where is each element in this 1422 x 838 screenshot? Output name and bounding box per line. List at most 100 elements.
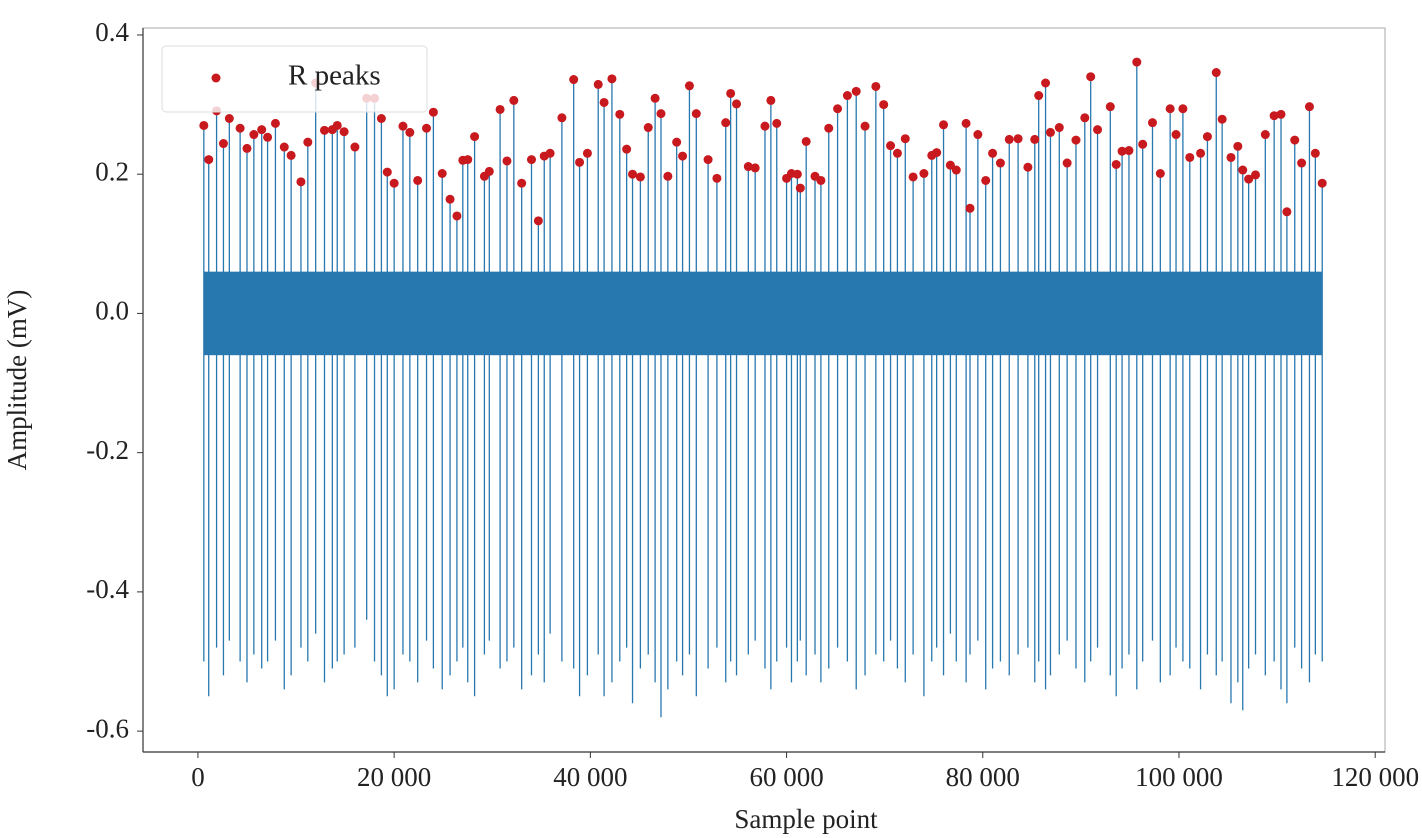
r-peak bbox=[224, 114, 234, 123]
r-peak bbox=[428, 107, 438, 117]
r-peak bbox=[463, 155, 473, 165]
plot-frame bbox=[142, 27, 1386, 753]
r-peak bbox=[599, 97, 609, 107]
x-tick-label: 40 000 bbox=[553, 762, 627, 792]
r-peak bbox=[684, 81, 694, 91]
r-peak bbox=[582, 148, 592, 158]
r-peak bbox=[951, 165, 961, 175]
r-peak bbox=[1269, 111, 1279, 121]
r-peak bbox=[833, 104, 843, 114]
r-peak bbox=[919, 168, 929, 178]
r-peak bbox=[726, 88, 736, 98]
r-peak bbox=[1196, 148, 1206, 158]
r-peak bbox=[1178, 104, 1188, 114]
r-peak bbox=[517, 178, 527, 188]
x-tick-label: 60 000 bbox=[749, 762, 823, 792]
r-peak bbox=[1105, 102, 1115, 112]
x-tick-label: 80 000 bbox=[946, 762, 1020, 792]
r-peak bbox=[615, 109, 625, 119]
x-tick-label: 20 000 bbox=[357, 762, 431, 792]
r-peak bbox=[270, 118, 280, 128]
r-peak bbox=[1034, 91, 1044, 101]
r-peak bbox=[672, 137, 682, 147]
r-peak bbox=[376, 114, 386, 123]
r-peak bbox=[593, 79, 603, 89]
r-peak bbox=[257, 125, 267, 135]
r-peak bbox=[382, 167, 392, 177]
r-peak bbox=[824, 123, 834, 133]
r-peak bbox=[628, 169, 638, 179]
r-peak bbox=[1062, 158, 1072, 168]
r-peak bbox=[413, 175, 423, 185]
r-peak bbox=[332, 120, 342, 130]
r-peak bbox=[218, 139, 228, 149]
r-peak bbox=[319, 125, 329, 135]
r-peak bbox=[1086, 72, 1096, 82]
r-peak bbox=[1147, 118, 1157, 128]
r-peak bbox=[842, 91, 852, 101]
r-peak bbox=[1238, 165, 1248, 175]
r-peak bbox=[1155, 168, 1165, 178]
r-peak bbox=[1233, 141, 1243, 151]
r-peak bbox=[1138, 139, 1148, 149]
r-peak bbox=[721, 118, 731, 128]
y-tick-label: -0.2 bbox=[86, 435, 129, 465]
x-tick-label: 0 bbox=[191, 762, 205, 792]
r-peak bbox=[1260, 130, 1270, 140]
y-axis-label: Amplitude (mV) bbox=[2, 290, 32, 471]
r-peak bbox=[766, 95, 776, 105]
r-peak bbox=[235, 123, 245, 133]
r-peak bbox=[1045, 127, 1055, 137]
r-peak bbox=[650, 93, 660, 103]
r-peak bbox=[1080, 113, 1090, 123]
r-peak bbox=[279, 142, 289, 152]
legend-box bbox=[161, 45, 428, 113]
r-peak bbox=[1297, 158, 1307, 168]
r-peak bbox=[691, 109, 701, 119]
r-peak bbox=[860, 121, 870, 131]
r-peak bbox=[643, 123, 653, 133]
r-peak bbox=[445, 194, 455, 204]
r-peak bbox=[678, 151, 688, 161]
r-peak bbox=[437, 168, 447, 178]
y-tick-label: 0.0 bbox=[95, 296, 129, 326]
r-peak bbox=[1117, 146, 1127, 156]
r-peak bbox=[703, 155, 713, 165]
r-peak bbox=[1071, 135, 1081, 145]
r-peak bbox=[545, 148, 555, 158]
r-peak bbox=[760, 121, 770, 131]
r-peak bbox=[263, 132, 273, 142]
r-peak bbox=[973, 130, 983, 140]
r-peak bbox=[199, 120, 209, 130]
r-peak bbox=[452, 211, 462, 221]
r-peak bbox=[1244, 174, 1254, 184]
r-peak bbox=[851, 86, 861, 96]
r-peak bbox=[405, 127, 415, 137]
r-peak bbox=[1202, 132, 1212, 142]
legend-label: R peaks bbox=[288, 60, 381, 92]
r-peak bbox=[569, 75, 579, 85]
r-peak bbox=[286, 150, 296, 160]
r-peak bbox=[1251, 170, 1261, 180]
r-peak bbox=[1171, 130, 1181, 140]
r-peak bbox=[533, 216, 543, 226]
r-peak bbox=[1132, 57, 1142, 67]
r-peak bbox=[900, 134, 910, 144]
y-tick-label: 0.2 bbox=[95, 156, 129, 186]
r-peak bbox=[932, 148, 942, 158]
r-peak bbox=[965, 203, 975, 213]
r-peak bbox=[1304, 102, 1314, 112]
r-peak bbox=[575, 157, 585, 167]
r-peak bbox=[908, 172, 918, 182]
r-peak bbox=[656, 109, 666, 119]
r-peak bbox=[892, 148, 902, 158]
r-peak bbox=[663, 171, 673, 181]
r-peak bbox=[339, 127, 349, 137]
x-tick-label: 120 000 bbox=[1331, 762, 1419, 792]
r-peak bbox=[743, 162, 753, 172]
r-peak bbox=[1111, 159, 1121, 169]
y-tick-label: -0.6 bbox=[86, 713, 129, 743]
r-peak bbox=[879, 100, 889, 110]
r-peak bbox=[526, 155, 536, 165]
